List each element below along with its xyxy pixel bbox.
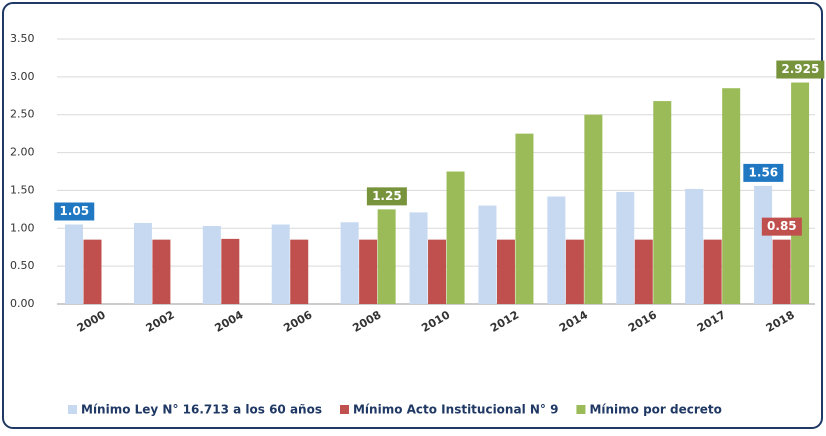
bar	[722, 88, 741, 304]
bar	[772, 239, 791, 304]
bar	[547, 196, 566, 304]
y-tick-label: 2.00	[10, 146, 35, 159]
bar	[152, 239, 171, 304]
value-label: 2.925	[781, 62, 819, 76]
bar	[496, 239, 515, 304]
y-tick-label: 0.50	[10, 259, 35, 272]
legend-swatch	[576, 405, 586, 414]
bar	[340, 222, 359, 304]
value-label-box	[776, 60, 825, 79]
bar	[446, 171, 465, 304]
bar	[616, 191, 635, 304]
bar	[290, 239, 309, 304]
bar	[634, 239, 653, 304]
bar	[271, 224, 290, 304]
bar	[65, 224, 83, 304]
value-label-box	[54, 202, 95, 221]
bar	[133, 222, 152, 304]
legend-label: Mínimo Acto Institucional N° 9	[353, 403, 558, 417]
value-label: 1.05	[59, 204, 89, 218]
bar	[703, 239, 722, 304]
value-label-box	[743, 163, 784, 182]
bar	[653, 101, 672, 304]
value-label-box	[761, 217, 802, 236]
legend-swatch	[68, 405, 77, 414]
y-tick-label: 2.50	[10, 108, 35, 121]
bar	[754, 185, 773, 304]
y-tick-label: 0.00	[10, 297, 35, 310]
bar	[515, 133, 534, 304]
bar	[565, 239, 584, 304]
bar	[685, 188, 704, 304]
legend-swatch	[339, 405, 349, 414]
value-label-box	[366, 187, 407, 206]
value-label: 1.56	[749, 165, 779, 179]
y-tick-label: 1.00	[10, 221, 35, 234]
value-label: 1.25	[372, 189, 402, 203]
bar	[221, 238, 240, 304]
bar	[409, 212, 428, 304]
bar	[83, 239, 102, 304]
legend-label: Mínimo Ley N° 16.713 a los 60 años	[81, 403, 322, 417]
bar	[428, 239, 447, 304]
bar	[791, 82, 810, 305]
bar	[202, 226, 221, 304]
bar	[478, 205, 497, 304]
value-label: 0.85	[767, 219, 797, 233]
y-tick-label: 3.50	[10, 32, 35, 45]
bar	[584, 114, 603, 304]
y-tick-label: 1.50	[10, 183, 35, 196]
legend-label: Mínimo por decreto	[589, 403, 721, 417]
bar	[359, 239, 378, 304]
bar	[377, 209, 396, 304]
y-tick-label: 3.00	[10, 70, 35, 83]
